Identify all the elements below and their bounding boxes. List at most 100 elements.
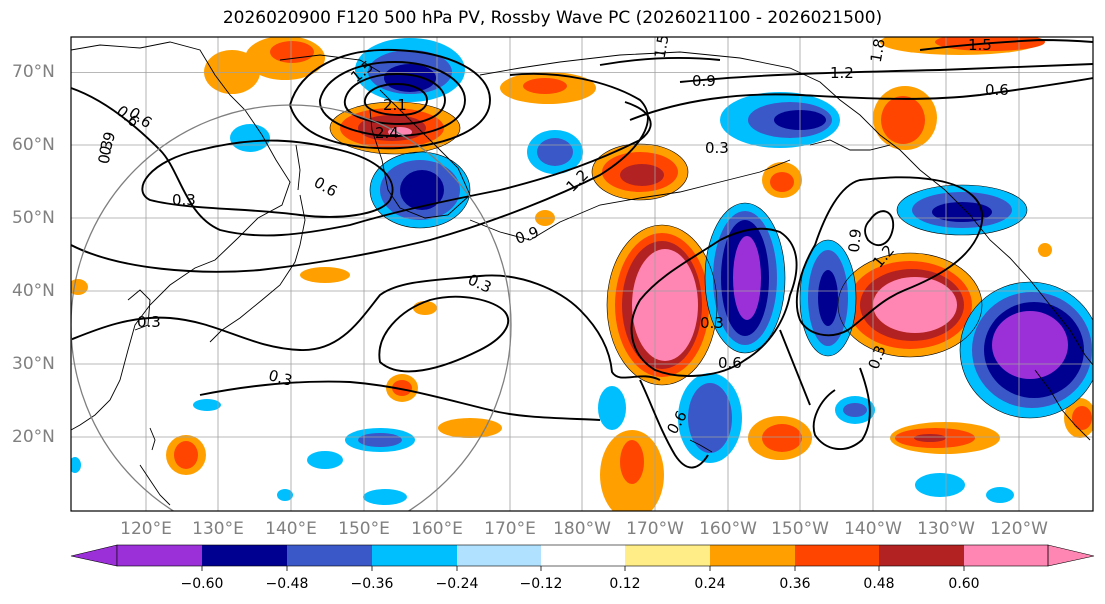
anomaly-blob [620,440,644,484]
map-layers: 1.5 1.8 1.5 1.2 0.9 0.6 0.6 0.3 0.3 0.3 … [71,33,1093,511]
anomaly-blob [71,457,81,473]
map-frame [70,36,1094,512]
contour-label: 1.5 [651,33,673,60]
contour-label: 0.6 [311,173,341,201]
contour-line [679,63,1093,83]
contour-label: 0.6 [718,354,742,372]
colorbar [70,544,1095,571]
contour-label: 2.1 [383,96,407,114]
colorbar-tick-label: 0.24 [694,576,726,592]
lon-label: 170°W [626,519,684,539]
kamchatka-coast [369,89,471,219]
lat-label: 70°N [12,62,55,82]
anomaly-blob [300,267,350,283]
coastlines [71,41,1093,506]
colorbar-segment [710,545,795,566]
contour-line [289,49,491,150]
lat-label: 20°N [12,427,55,447]
lon-label: 160°W [699,519,757,539]
contour-line [795,176,983,337]
lon-label: 120°E [120,519,172,539]
area-circle [71,104,512,511]
contour-label: 1.8 [867,37,889,64]
asia-coast [71,41,291,431]
aleutian-islands [469,159,791,241]
colorbar-ticks [201,566,965,571]
colorbar-tick-label: −0.36 [350,576,394,592]
anomaly-blob [881,96,925,144]
lat-label: 40°N [12,281,55,301]
anomaly-blob [932,202,992,222]
korea-coast [127,289,151,331]
lon-label: 140°E [265,519,317,539]
colorbar-tick-label: −0.24 [435,576,479,592]
contour-label: 0.9 [692,72,716,90]
colorbar-tick-label: −0.48 [265,576,309,592]
colorbar-segment [795,545,879,566]
map-title: 2026020900 F120 500 hPa PV, Rossby Wave … [222,8,883,28]
contour-label: 0.9 [96,130,120,158]
lat-label: 30°N [12,354,55,374]
contour-line [919,39,1093,51]
colorbar-tick-label: 0.60 [948,576,980,592]
anomaly-blob [277,489,293,501]
colorbar-tick-label: 0.12 [609,576,641,592]
colorbar-outline [116,544,1049,567]
lon-label: 130°W [917,519,975,539]
anomaly-blob [733,236,761,320]
lat-label: 50°N [12,208,55,228]
colorbar-left-arrow [70,544,118,567]
baja-coast [1034,369,1091,441]
anomaly-blob [915,473,965,497]
sakhalin-coast [295,144,301,191]
anomaly-blob [307,451,343,469]
contour-label: 0.3 [137,313,161,331]
contour-label: 0.3 [465,270,494,296]
colorbar-segment [117,545,202,566]
lon-label: 140°W [844,519,902,539]
anomaly-blob [843,403,867,417]
japan-coast [209,194,306,343]
contour-label: 0.3 [95,139,117,166]
contour-line [599,57,721,66]
alaska-coast [479,51,1093,366]
anomaly-blob [986,487,1014,503]
colorbar-tick-label: 0.36 [779,576,811,592]
anomaly-blob [384,64,436,92]
hawaii-islands [689,439,713,453]
anomaly-blob [413,301,437,315]
contour-line [364,83,428,116]
anomaly-blob [1038,243,1052,257]
colorbar-segment [202,545,287,566]
colorbar-segment [879,545,964,566]
anomaly-blob [523,78,567,94]
contour-line [141,139,394,218]
anomaly-blob [193,399,221,411]
anomaly-blob [632,249,698,361]
contour-label: 0.3 [705,139,729,157]
contour-label: 0.3 [700,314,724,332]
colorbar-tick-label: 0.48 [863,576,895,592]
graticule [71,37,1093,511]
philippines-coast [139,464,171,506]
lon-label: 160°E [411,519,463,539]
anomaly-blob [438,418,502,438]
anomaly-blob [358,433,402,447]
anomaly-blob [688,383,732,453]
anomaly-blob [204,50,260,94]
colorbar-segment [457,545,541,566]
contour-label: 0.6 [985,81,1009,99]
contour-line [71,274,661,381]
anomaly-blob [818,270,838,326]
anomaly-outlines [329,101,1093,419]
lon-label: 150°E [338,519,390,539]
contour-line [378,295,510,373]
colorbar-segment [372,545,457,566]
contour-line [71,87,652,237]
anomaly-blob [363,489,407,505]
colorbar-tick-label: −0.12 [519,576,563,592]
contour-line [779,329,811,406]
anomaly-blob [914,434,946,442]
contour-line [639,379,709,469]
